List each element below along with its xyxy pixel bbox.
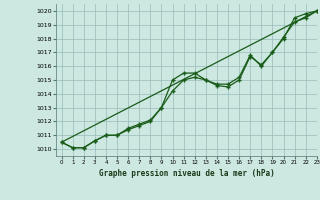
X-axis label: Graphe pression niveau de la mer (hPa): Graphe pression niveau de la mer (hPa) — [99, 169, 274, 178]
